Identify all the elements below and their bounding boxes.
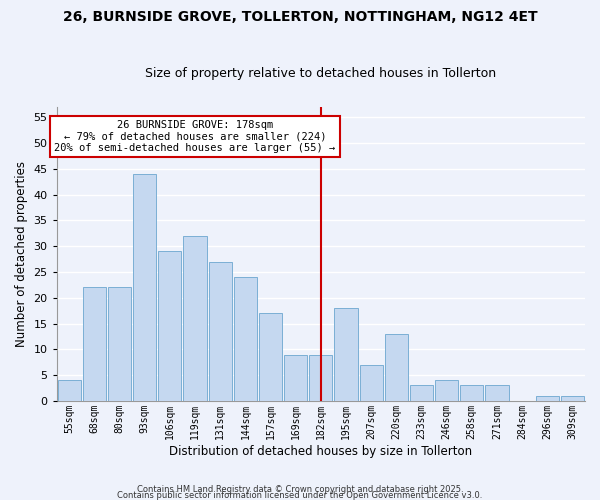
Bar [485,386,509,401]
Bar [133,174,157,401]
Bar [158,252,181,401]
Text: 26 BURNSIDE GROVE: 178sqm
← 79% of detached houses are smaller (224)
20% of semi: 26 BURNSIDE GROVE: 178sqm ← 79% of detac… [55,120,335,153]
Bar [108,288,131,401]
Text: Contains public sector information licensed under the Open Government Licence v3: Contains public sector information licen… [118,490,482,500]
Text: 26, BURNSIDE GROVE, TOLLERTON, NOTTINGHAM, NG12 4ET: 26, BURNSIDE GROVE, TOLLERTON, NOTTINGHA… [62,10,538,24]
Bar [309,354,332,401]
Bar [83,288,106,401]
Bar [184,236,206,401]
Bar [536,396,559,401]
Bar [435,380,458,401]
Y-axis label: Number of detached properties: Number of detached properties [15,161,28,347]
Bar [410,386,433,401]
Bar [460,386,484,401]
X-axis label: Distribution of detached houses by size in Tollerton: Distribution of detached houses by size … [169,444,472,458]
Bar [58,380,81,401]
Title: Size of property relative to detached houses in Tollerton: Size of property relative to detached ho… [145,66,496,80]
Bar [385,334,408,401]
Bar [359,365,383,401]
Bar [209,262,232,401]
Bar [259,314,282,401]
Bar [234,277,257,401]
Bar [284,354,307,401]
Bar [334,308,358,401]
Text: Contains HM Land Registry data © Crown copyright and database right 2025.: Contains HM Land Registry data © Crown c… [137,484,463,494]
Bar [561,396,584,401]
